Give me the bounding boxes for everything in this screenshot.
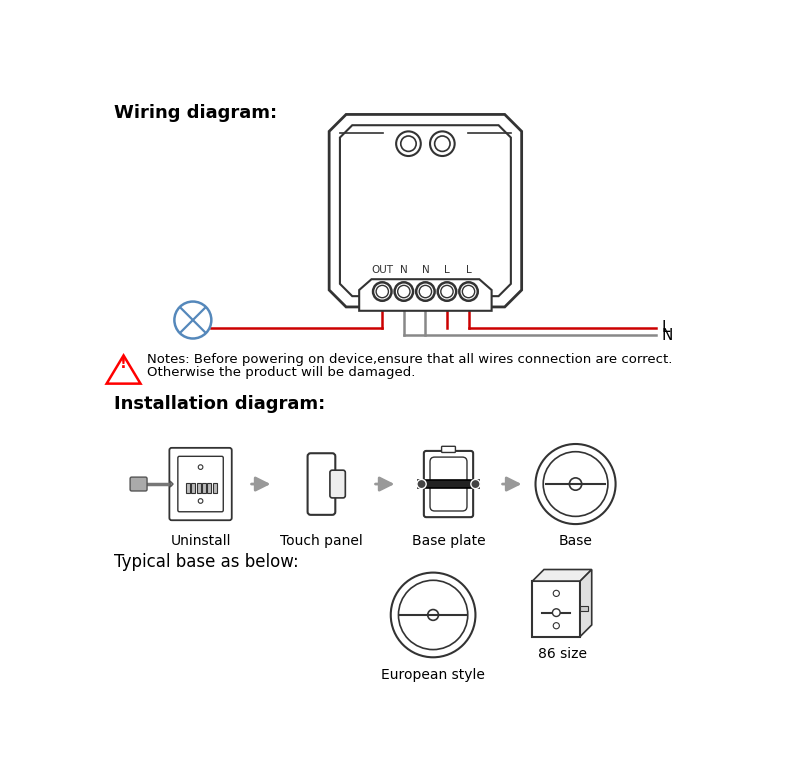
Polygon shape [580, 570, 592, 636]
Circle shape [417, 479, 426, 488]
Text: N: N [400, 265, 408, 276]
Bar [213, 483, 217, 492]
Circle shape [398, 286, 410, 298]
Circle shape [438, 283, 456, 301]
Polygon shape [106, 355, 141, 384]
Text: OUT: OUT [371, 265, 394, 276]
FancyBboxPatch shape [178, 457, 223, 512]
Circle shape [401, 136, 416, 152]
Circle shape [553, 609, 560, 616]
Bar [207, 483, 211, 492]
FancyBboxPatch shape [424, 451, 473, 517]
Circle shape [535, 444, 615, 524]
Text: Typical base as below:: Typical base as below: [114, 553, 298, 571]
Circle shape [398, 580, 468, 649]
Polygon shape [533, 570, 592, 581]
Polygon shape [170, 481, 174, 487]
Text: 86 size: 86 size [538, 647, 586, 661]
Polygon shape [329, 115, 522, 307]
Circle shape [376, 286, 389, 298]
Text: Base: Base [558, 534, 593, 548]
Circle shape [430, 132, 454, 156]
Bar [418, 480, 479, 488]
Circle shape [373, 283, 391, 301]
Text: L: L [661, 320, 670, 335]
Bar [186, 483, 190, 492]
Polygon shape [359, 279, 492, 311]
Circle shape [390, 573, 475, 657]
Circle shape [428, 610, 438, 620]
Circle shape [471, 479, 480, 488]
Text: N: N [422, 265, 430, 276]
Text: Installation diagram:: Installation diagram: [114, 395, 325, 413]
FancyBboxPatch shape [430, 457, 467, 511]
Circle shape [462, 286, 474, 298]
Text: L: L [466, 265, 471, 276]
Circle shape [198, 465, 203, 469]
Text: !: ! [120, 355, 127, 371]
Circle shape [416, 283, 434, 301]
Circle shape [174, 302, 211, 338]
FancyBboxPatch shape [170, 448, 232, 520]
Text: European style: European style [381, 668, 485, 682]
Bar [191, 483, 195, 492]
Text: Touch panel: Touch panel [280, 534, 363, 548]
Text: Notes: Before powering on device,ensure that all wires connection are correct.: Notes: Before powering on device,ensure … [146, 353, 672, 366]
Circle shape [441, 286, 453, 298]
Circle shape [419, 286, 431, 298]
FancyBboxPatch shape [442, 447, 455, 453]
Text: L: L [444, 265, 450, 276]
Text: Base plate: Base plate [412, 534, 486, 548]
FancyBboxPatch shape [533, 581, 580, 636]
FancyBboxPatch shape [307, 454, 335, 515]
Bar [197, 483, 201, 492]
Circle shape [543, 452, 608, 516]
Circle shape [554, 591, 559, 597]
Circle shape [459, 283, 478, 301]
FancyBboxPatch shape [330, 470, 346, 498]
Text: Otherwise the product will be damaged.: Otherwise the product will be damaged. [146, 366, 415, 379]
Polygon shape [340, 125, 511, 296]
Text: Wiring diagram:: Wiring diagram: [114, 104, 277, 122]
Circle shape [554, 622, 559, 628]
Text: N: N [661, 328, 672, 343]
Bar [580, 607, 588, 611]
Circle shape [198, 498, 203, 503]
Circle shape [394, 283, 413, 301]
Bar [202, 483, 206, 492]
Text: Uninstall: Uninstall [170, 534, 231, 548]
Circle shape [434, 136, 450, 152]
Circle shape [396, 132, 421, 156]
FancyBboxPatch shape [130, 477, 147, 491]
Circle shape [570, 478, 582, 490]
